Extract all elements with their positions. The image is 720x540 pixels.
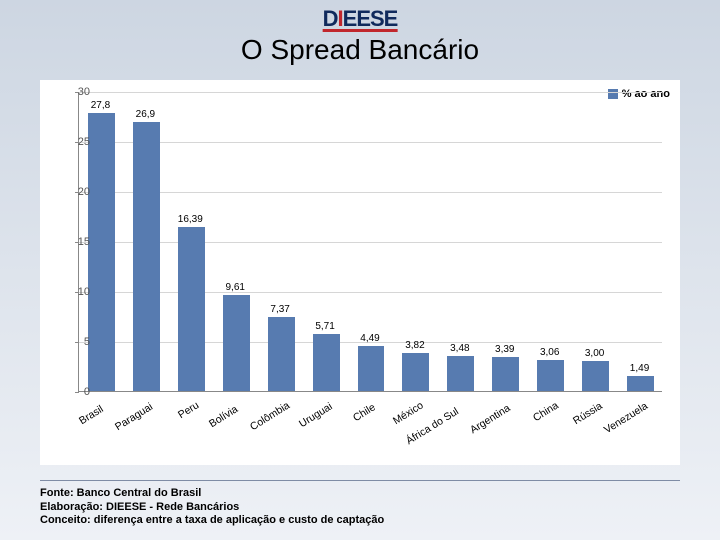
x-category-label: México	[391, 400, 426, 428]
page-title: O Spread Bancário	[0, 34, 720, 66]
bar-value-label: 7,37	[250, 304, 310, 315]
footer-concept: Conceito: diferença entre a taxa de apli…	[40, 514, 680, 528]
gridline	[79, 192, 662, 193]
bar	[313, 334, 340, 391]
bar-value-label: 1,49	[610, 363, 670, 374]
bar	[537, 360, 564, 391]
x-category-label: Peru	[176, 400, 201, 422]
y-tick-label: 0	[62, 386, 90, 398]
y-tick-label: 25	[62, 136, 90, 148]
bar-value-label: 26,9	[115, 109, 175, 120]
bar	[268, 317, 295, 391]
x-category-label: Venezuela	[602, 400, 650, 436]
footer-elab: Elaboração: DIEESE - Rede Bancários	[40, 501, 680, 515]
bar	[88, 113, 115, 391]
x-category-label: Uruguai	[297, 401, 335, 431]
y-tick-label: 10	[62, 286, 90, 298]
x-category-label: Rússia	[571, 400, 605, 427]
x-category-label: China	[531, 400, 561, 425]
bar	[358, 346, 385, 391]
x-category-label: Argentina	[468, 402, 512, 436]
bar-value-label: 16,39	[160, 214, 220, 225]
x-category-label: Brasil	[77, 403, 106, 427]
logo: DIEESE	[323, 6, 398, 32]
bar-value-label: 9,61	[205, 282, 265, 293]
bar	[402, 353, 429, 391]
gridline	[79, 292, 662, 293]
gridline	[79, 242, 662, 243]
bar	[178, 227, 205, 391]
gridline	[79, 92, 662, 93]
x-category-label: Colômbia	[248, 399, 292, 433]
bar	[447, 356, 474, 391]
bar	[627, 376, 654, 391]
x-category-label: Bolívia	[207, 403, 240, 430]
bar	[492, 357, 519, 391]
footer-source: Fonte: Banco Central do Brasil	[40, 487, 680, 501]
bar	[223, 295, 250, 391]
x-category-label: Chile	[351, 402, 378, 425]
bar-value-label: 3,00	[565, 348, 625, 359]
y-tick-label: 15	[62, 236, 90, 248]
bar-chart: % ao ano 05101520253027,8Brasil26,9Parag…	[40, 80, 680, 465]
y-tick-label: 5	[62, 336, 90, 348]
y-tick-label: 20	[62, 186, 90, 198]
y-tick-label: 30	[62, 86, 90, 98]
footer: Fonte: Banco Central do Brasil Elaboraçã…	[40, 480, 680, 528]
bar-value-label: 5,71	[295, 321, 355, 332]
x-category-label: Paraguai	[113, 401, 155, 433]
bar	[582, 361, 609, 391]
bar	[133, 122, 160, 391]
gridline	[79, 142, 662, 143]
